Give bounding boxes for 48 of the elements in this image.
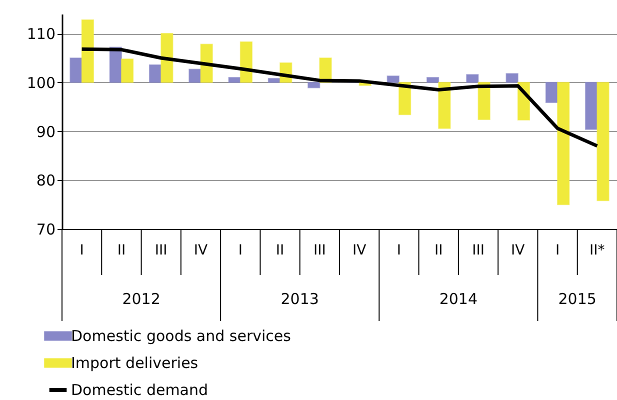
x-tick-label: IV	[352, 242, 367, 258]
bar	[70, 57, 82, 83]
x-tick-label: I	[80, 242, 84, 258]
x-tick-label: II*	[590, 242, 605, 258]
x-tick-label: I	[555, 242, 560, 258]
bar	[506, 73, 518, 83]
x-tick-label: III	[472, 242, 484, 258]
bar	[426, 77, 440, 83]
x-tick-label: II	[434, 242, 443, 258]
x-tick-label: II	[276, 242, 284, 258]
bar	[268, 78, 281, 83]
bar	[596, 82, 610, 202]
bar	[228, 77, 241, 83]
bar	[386, 76, 400, 83]
bar	[478, 82, 490, 120]
text: 2015	[558, 290, 596, 308]
y-tick-label: 100	[26, 74, 56, 92]
x-tick-label: I	[238, 242, 242, 258]
bar	[160, 33, 174, 83]
bar	[308, 82, 320, 88]
x-tick-label: I	[396, 242, 402, 258]
bar	[81, 19, 94, 83]
y-tick-label: 70	[36, 220, 56, 238]
legend-label: Domestic goods and services	[71, 327, 292, 345]
text: 2014	[439, 290, 478, 308]
x-tick-label: III	[313, 242, 326, 258]
y-tick-label: 110	[26, 25, 56, 44]
bar	[120, 58, 134, 83]
bar	[557, 82, 570, 206]
text: 2013	[280, 290, 319, 308]
bar	[585, 82, 598, 130]
line-series	[80, 47, 599, 148]
bar	[240, 41, 253, 83]
y-tick-label: 80	[36, 172, 56, 190]
text: 2012	[122, 290, 160, 308]
x-tick-label: III	[154, 242, 168, 258]
x-tick-label: II	[117, 242, 126, 258]
bar	[148, 64, 162, 83]
legend-label: Import deliveries	[71, 354, 198, 372]
bar	[466, 74, 479, 83]
bar	[438, 82, 451, 129]
bar	[545, 82, 558, 103]
x-tick-label: IV	[511, 242, 526, 258]
legend-label: Domestic demand	[71, 381, 208, 399]
y-tick-label: 90	[36, 122, 56, 141]
x-tick-label: IV	[194, 242, 208, 258]
bar	[188, 68, 202, 83]
bar	[200, 44, 213, 83]
